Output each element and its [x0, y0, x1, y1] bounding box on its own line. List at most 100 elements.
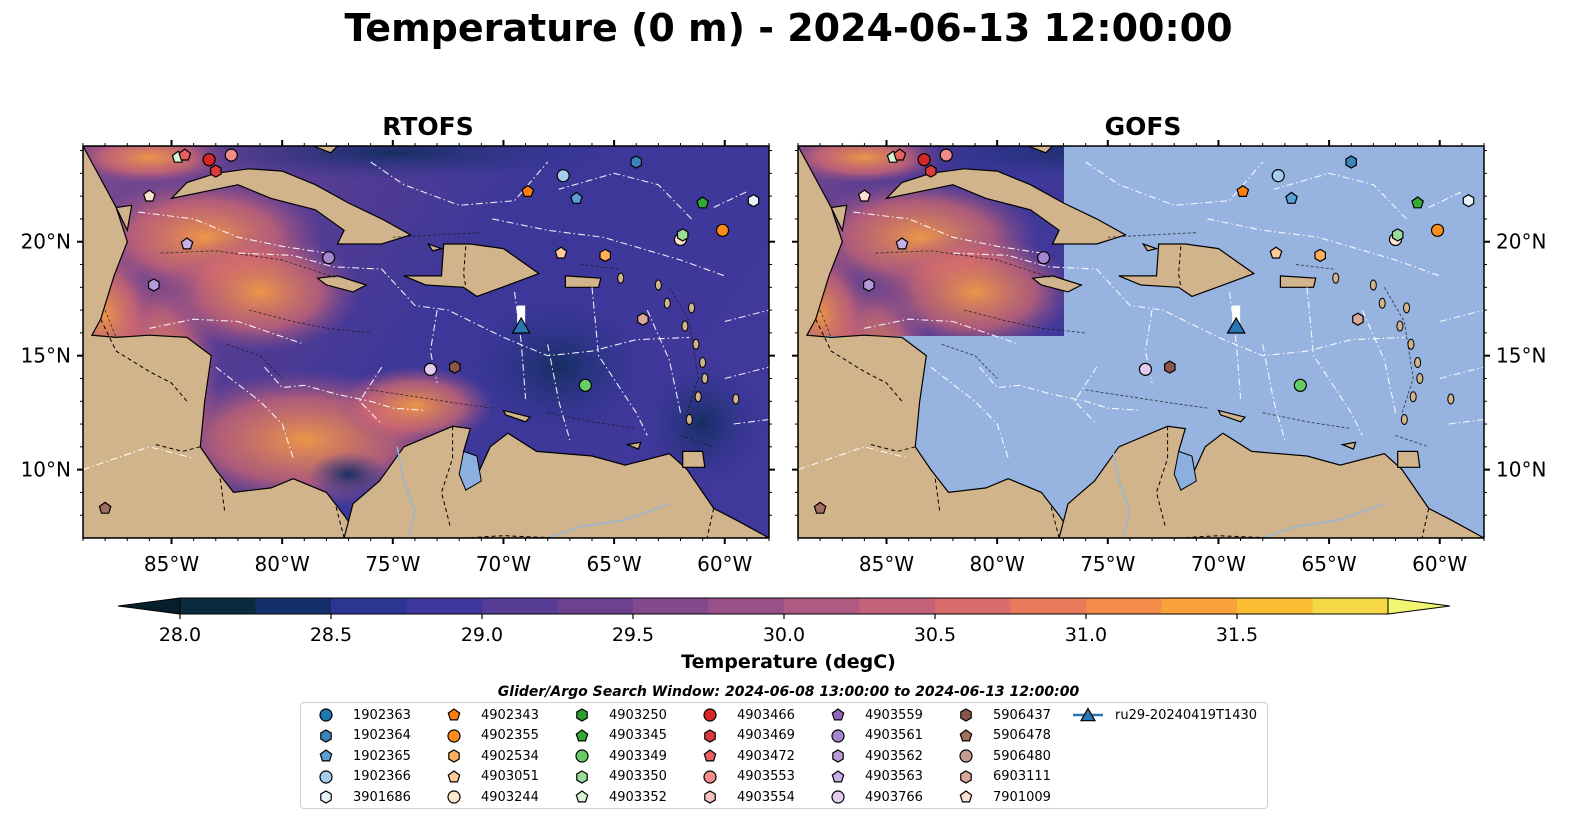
legend-label: 1902363 — [353, 707, 411, 723]
legend-item-4902343: 4902343 — [437, 705, 539, 725]
legend-marker-icon — [447, 728, 461, 743]
colorbar-tick-label: 30.0 — [763, 624, 805, 646]
map-marker-7901009 — [857, 189, 871, 202]
legend-marker-4903561 — [831, 728, 845, 743]
legend-label: 4903563 — [865, 769, 923, 785]
land-abc — [502, 409, 532, 423]
legend-marker-icon — [959, 790, 973, 803]
land-abc — [1217, 409, 1247, 423]
legend-item-4903244: 4903244 — [437, 787, 539, 807]
legend-marker-4903345 — [575, 728, 589, 742]
land-yucatanTip — [830, 204, 848, 233]
legend-marker-icon — [831, 728, 845, 743]
legend-item-5906437: 5906437 — [949, 705, 1051, 725]
legend-item-4903562: 4903562 — [821, 746, 923, 766]
legend-marker-icon — [319, 770, 333, 784]
x-tick-label: 70°W — [1191, 552, 1246, 576]
legend-label: 4903472 — [737, 748, 795, 764]
legend-marker-icon — [320, 790, 332, 805]
legend-marker-4903562 — [832, 749, 844, 763]
legend-marker-7901009 — [959, 790, 973, 803]
map-marker-1902366 — [556, 169, 570, 183]
map-marker-1902364 — [630, 155, 642, 169]
map-marker-4902343 — [521, 184, 535, 197]
legend-item-5906480: 5906480 — [949, 746, 1051, 766]
colorbar-tick-label: 31.0 — [1065, 624, 1107, 646]
legend-label: 5906478 — [993, 728, 1051, 744]
legend-marker-4903350 — [576, 770, 588, 784]
legend-marker-5906478 — [959, 728, 973, 742]
colorbar-tick-label: 28.5 — [310, 624, 352, 646]
legend-marker-icon — [575, 728, 589, 742]
legend-item-4903051: 4903051 — [437, 767, 539, 787]
map-marker-3901686 — [1462, 194, 1475, 208]
legend-item-1902364: 1902364 — [309, 726, 411, 746]
x-tick-label: 65°W — [1301, 552, 1356, 576]
legend-item-4903466: 4903466 — [693, 705, 795, 725]
legend-item-4903553: 4903553 — [693, 767, 795, 787]
legend-item-1902363: 1902363 — [309, 705, 411, 725]
map-marker-6903111 — [637, 312, 649, 326]
legend-marker-4903051 — [447, 770, 461, 783]
land-margarita — [625, 441, 642, 450]
legend-label: 4903345 — [609, 728, 667, 744]
land-cuba — [884, 168, 1128, 245]
land-bahamasA — [1027, 146, 1054, 154]
map-marker-4903466 — [917, 153, 931, 167]
legend-label: 4903553 — [737, 769, 795, 785]
map-marker-4903472 — [178, 148, 192, 161]
legend-item-4903350: 4903350 — [565, 767, 667, 787]
legend-label: 1902364 — [353, 728, 411, 744]
legend-label: 6903111 — [993, 769, 1051, 785]
legend-marker-icon — [831, 770, 845, 783]
legend-marker-icon — [703, 749, 717, 762]
legend-marker-icon — [319, 708, 333, 722]
map-marker-4903561 — [1037, 251, 1051, 265]
legend-label: 5906437 — [993, 707, 1051, 723]
legend-marker-4902343 — [447, 708, 461, 721]
map-marker-ru29-20240419T1430 — [1226, 316, 1246, 334]
legend-marker-4903352 — [575, 790, 589, 803]
legend-marker-4903469 — [704, 728, 716, 743]
map-marker-1902364 — [1345, 155, 1357, 169]
legend-marker-4903563 — [831, 770, 845, 783]
legend-marker-icon — [575, 749, 589, 763]
legend-marker-icon — [576, 708, 588, 722]
legend-marker-icon — [576, 770, 588, 784]
map-marker-1902366 — [1271, 169, 1285, 183]
map-marker-4903469 — [925, 164, 937, 178]
legend-marker-icon — [319, 749, 333, 762]
land-trinidad — [682, 450, 706, 468]
x-tick-label: 60°W — [1412, 552, 1467, 576]
legend-item-4903469: 4903469 — [693, 726, 795, 746]
search-window-text: Glider/Argo Search Window: 2024-06-08 13… — [497, 684, 1080, 700]
legend-marker-icon — [960, 708, 972, 722]
map-marker-4903350 — [1391, 228, 1404, 242]
panel-title-rtofs: RTOFS — [382, 112, 474, 141]
legend-marker-1902366 — [319, 770, 333, 784]
legend-label: 4903352 — [609, 789, 667, 805]
map-panel-gofs: 85°W 80°W 75°W 70°W 65°W 60°W 20°N 15°N 10°N — [792, 140, 1546, 576]
map-marker-4903563 — [895, 237, 909, 250]
legend-marker-icon — [320, 728, 332, 743]
map-marker-4903472 — [893, 148, 907, 161]
land-yucatanTip — [115, 204, 133, 233]
legend-label: 4902355 — [481, 728, 539, 744]
legend-label: 4903250 — [609, 707, 667, 723]
legend-item-3901686: 3901686 — [309, 787, 411, 807]
legend-marker-icon — [831, 708, 845, 721]
map-marker-4903766 — [1138, 362, 1153, 376]
land-haitiNW — [1141, 242, 1159, 252]
map-marker-4903553 — [224, 148, 238, 162]
map-marker-4903766 — [423, 362, 438, 376]
legend-marker-4903466 — [703, 708, 717, 722]
map-marker-5906478 — [98, 501, 112, 514]
legend-marker-1902365 — [319, 749, 333, 762]
panel-title-gofs: GOFS — [1104, 112, 1182, 141]
legend-item-4903345: 4903345 — [565, 726, 667, 746]
legend-label: 4903350 — [609, 769, 667, 785]
map-marker-ru29-20240419T1430 — [511, 316, 531, 334]
map-marker-4903553 — [939, 148, 953, 162]
map-marker-1902365 — [1285, 191, 1298, 204]
colorbar: 28.0 28.5 29.0 29.5 30.0 30.5 31.0 31.5 — [117, 597, 1451, 646]
